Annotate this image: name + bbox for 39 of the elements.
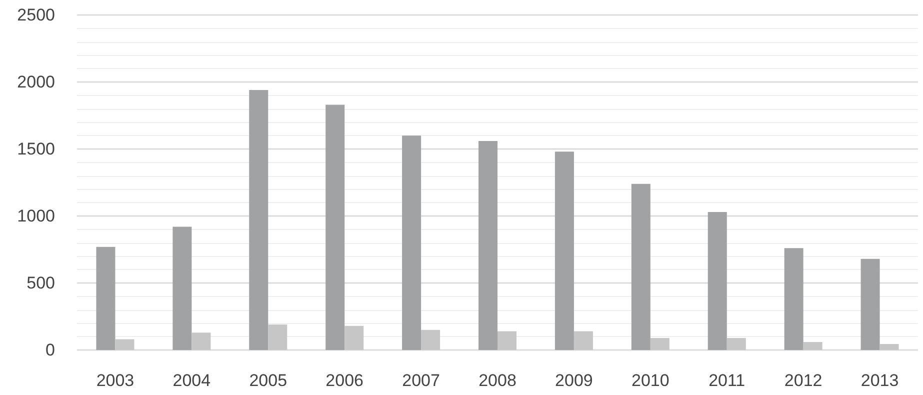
- y-tick-label: 0: [46, 340, 55, 360]
- x-tick-label: 2004: [172, 371, 211, 390]
- bar: [708, 212, 727, 350]
- bar: [498, 331, 516, 350]
- bar: [249, 90, 268, 350]
- x-tick-label: 2007: [402, 371, 440, 390]
- bar: [860, 258, 880, 350]
- x-tick-label: 2003: [96, 371, 134, 390]
- y-tick-label: 1000: [17, 206, 55, 226]
- bar: [344, 326, 364, 350]
- bar: [326, 104, 345, 350]
- bar: [115, 339, 134, 350]
- bar: [880, 344, 899, 350]
- x-tick-label: 2005: [249, 371, 288, 390]
- bar: [421, 330, 440, 350]
- y-tick-label: 2500: [17, 6, 55, 24]
- bar: [172, 226, 192, 350]
- y-tick-label: 1500: [17, 140, 55, 158]
- bar: [574, 331, 593, 350]
- bar: [726, 338, 746, 350]
- bar: [268, 324, 288, 350]
- x-tick-label: 2010: [631, 371, 670, 390]
- bar: [192, 332, 211, 350]
- x-tick-label: 2006: [326, 371, 364, 390]
- bar: [650, 338, 670, 350]
- x-tick-label: 2012: [784, 371, 822, 390]
- x-tick-label: 2013: [860, 371, 899, 390]
- bar: [402, 136, 422, 350]
- bar: [478, 140, 498, 350]
- bar: [784, 248, 804, 350]
- bar: [631, 184, 650, 350]
- x-tick-label: 2011: [708, 371, 746, 390]
- bar: [96, 246, 116, 350]
- y-tick-label: 2000: [17, 72, 55, 92]
- bar: [803, 342, 822, 350]
- x-tick-label: 2009: [555, 371, 593, 390]
- y-tick-label: 500: [26, 274, 55, 292]
- bar: [554, 152, 574, 350]
- x-tick-label: 2008: [478, 371, 516, 390]
